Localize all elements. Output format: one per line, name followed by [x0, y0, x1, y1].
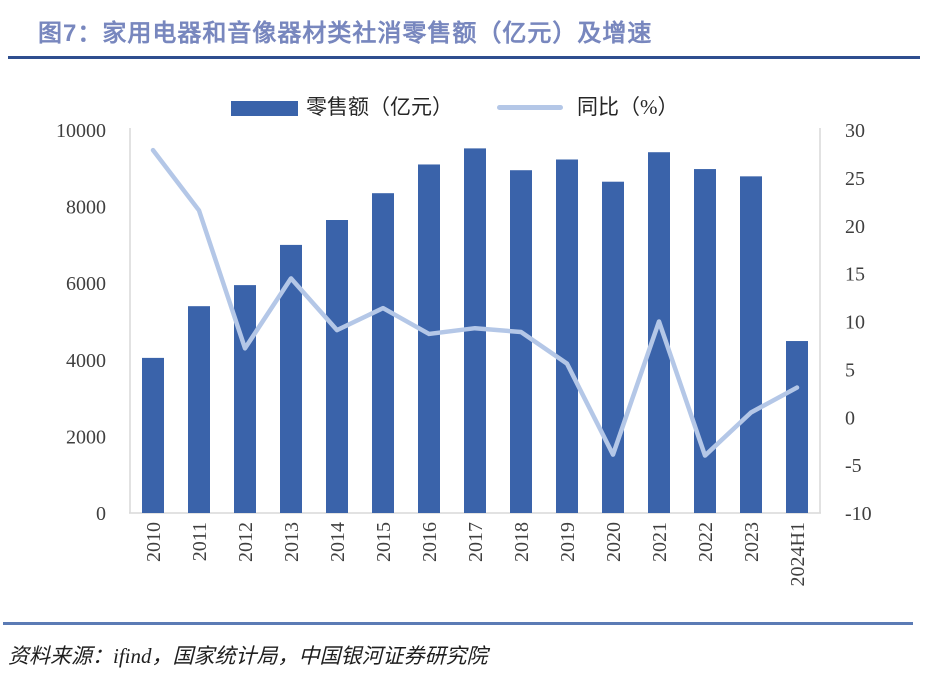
right-axis-tick-label: 25 — [845, 168, 865, 190]
legend-line-label: 同比（%） — [577, 95, 679, 119]
bar-2022 — [694, 169, 716, 514]
footer-divider — [3, 622, 913, 625]
left-axis-tick-label: 8000 — [66, 197, 106, 219]
x-axis-tick-label: 2010 — [143, 522, 165, 562]
x-axis-tick-label: 2012 — [235, 522, 257, 562]
x-axis-tick-label: 2022 — [695, 522, 717, 562]
bar-2010 — [142, 357, 164, 513]
x-axis-tick-label: 2021 — [649, 522, 671, 562]
right-axis-tick-label: 0 — [845, 407, 855, 429]
growth-line — [150, 147, 800, 458]
bar-2017 — [464, 148, 486, 513]
left-axis-tick-label: 4000 — [66, 350, 106, 372]
figure-title: 图7：家用电器和音像器材类社消零售额（亿元）及增速 — [38, 20, 653, 47]
legend-bar-swatch-icon — [231, 101, 298, 116]
x-axis-tick-label: 2014 — [327, 522, 349, 562]
x-axis-tick-label: 2011 — [189, 522, 211, 561]
right-axis-tick-label: 15 — [845, 264, 865, 286]
bar-2016 — [418, 164, 440, 513]
left-axis-tick-label: 6000 — [66, 273, 106, 295]
legend-bar-label: 零售额（亿元） — [306, 95, 453, 119]
bar-2020 — [602, 181, 624, 513]
x-axis-tick-label: 2024H1 — [787, 522, 809, 586]
x-axis-tick-label: 2013 — [281, 522, 303, 562]
bar-2018 — [510, 170, 532, 513]
x-axis-tick-label: 2019 — [557, 522, 579, 562]
left-axis-tick-label: 0 — [96, 503, 106, 525]
title-underline — [8, 56, 920, 59]
x-axis-tick-label: 2017 — [465, 522, 487, 562]
bar-2021 — [648, 152, 670, 514]
x-axis-tick-label: 2023 — [741, 522, 763, 562]
right-axis-tick-label: 10 — [845, 312, 865, 334]
bar-2013 — [280, 244, 302, 513]
x-axis-tick-label: 2020 — [603, 522, 625, 562]
x-axis-tick-label: 2016 — [419, 522, 441, 562]
right-axis-tick-label: 20 — [845, 216, 865, 238]
left-axis-tick-label: 10000 — [56, 120, 106, 142]
right-axis-tick-label: -5 — [845, 455, 862, 477]
bar-2014 — [326, 220, 348, 513]
bar-2023 — [740, 176, 762, 513]
left-axis-tick-label: 2000 — [66, 426, 106, 448]
legend-line-swatch-icon — [497, 105, 563, 110]
x-axis-tick-label: 2015 — [373, 522, 395, 562]
bar-2011 — [188, 306, 210, 513]
source-note: 资料来源：ifind，国家统计局，中国银河证券研究院 — [8, 644, 488, 668]
x-axis-tick-label: 2018 — [511, 522, 533, 562]
bar-2019 — [556, 159, 578, 513]
bar-2015 — [372, 193, 394, 513]
bar-2024H1 — [786, 341, 808, 513]
right-axis-tick-label: -10 — [845, 503, 872, 525]
right-axis-tick-label: 30 — [845, 120, 865, 142]
right-axis-tick-label: 5 — [845, 359, 855, 381]
